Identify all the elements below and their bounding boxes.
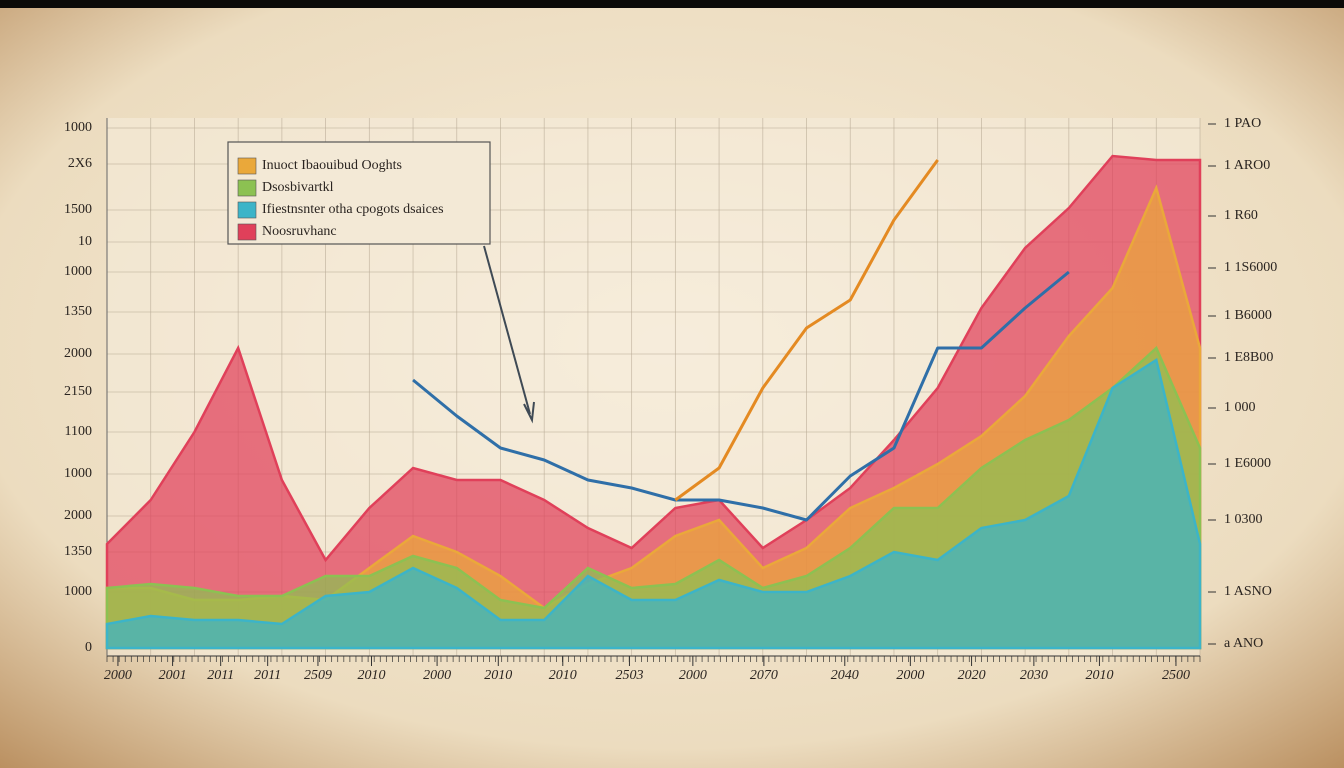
x-tick-label: 2010 — [549, 668, 577, 683]
line — [674, 159, 939, 502]
x-tick-label: 2000 — [104, 668, 132, 683]
x-tick-label: 2011 — [254, 668, 281, 683]
y2-tick-label: 1 B6000 — [1224, 308, 1272, 323]
x-tick-label: 2020 — [958, 668, 986, 683]
x-tick-label: 2011 — [207, 668, 234, 683]
y-tick-label: 2X6 — [68, 156, 92, 171]
legend-label: Inuoct Ibaouibud Ooghts — [262, 158, 402, 173]
x-tick-label: 2000 — [423, 668, 451, 683]
x-tick-label: 2070 — [750, 668, 778, 683]
legend: Inuoct Ibaouibud Ooghts Dsosbivartkl Ifies… — [227, 141, 491, 245]
legend-swatch — [237, 157, 257, 175]
y2-tick-label: 1 R60 — [1224, 208, 1258, 223]
x-tick-label: 2010 — [358, 668, 386, 683]
y2-tick-label: 1 1S6000 — [1224, 260, 1277, 275]
y-tick-label: 1100 — [65, 424, 92, 439]
legend-box — [227, 141, 491, 245]
legend-label: Dsosbivartkl — [262, 180, 334, 195]
y-tick-label: 2000 — [64, 508, 92, 523]
y2-tick-label: 1 000 — [1224, 400, 1256, 415]
y2-tick-label: 1 ARO0 — [1224, 158, 1270, 173]
y-tick-label: 0 — [85, 640, 92, 655]
y-tick-label: 1350 — [64, 544, 92, 559]
y-tick-label: 2150 — [64, 384, 92, 399]
line — [412, 270, 1070, 522]
y-tick-label: 1000 — [64, 264, 92, 279]
y-tick-label: 1000 — [64, 466, 92, 481]
legend-swatch — [237, 179, 257, 197]
y-tick-label: 1500 — [64, 202, 92, 217]
y2-tick-label: 1 E8B00 — [1224, 350, 1273, 365]
x-tick-label: 2509 — [304, 668, 332, 683]
x-tick-label: 2030 — [1020, 668, 1048, 683]
area — [105, 357, 1202, 650]
x-tick-label: 2040 — [831, 668, 859, 683]
legend-label: Noosruvhanc — [262, 224, 337, 239]
y2-tick-label: 1 ASNO — [1224, 584, 1272, 599]
y-tick-label: 10 — [78, 234, 92, 249]
x-tick-label: 2010 — [1085, 668, 1113, 683]
y2-tick-label: 1 E6000 — [1224, 456, 1271, 471]
y-tick-label: 2000 — [64, 346, 92, 361]
x-tick-label: 2000 — [679, 668, 707, 683]
y2-tick-label: 1 PAO — [1224, 116, 1261, 131]
x-tick-label: 2503 — [615, 668, 643, 683]
top-bar — [0, 0, 1344, 8]
legend-swatch — [237, 201, 257, 219]
arrow — [483, 245, 535, 424]
x-tick-label: 2010 — [484, 668, 512, 683]
y2-tick-label: a ANO — [1224, 636, 1263, 651]
legend-label: Ifiestnsnter otha cpogots dsaices — [262, 202, 444, 217]
y-tick-label: 1000 — [64, 584, 92, 599]
x-tick-label: 2000 — [896, 668, 924, 683]
x-tick-label: 2001 — [159, 668, 187, 683]
y-tick-label: 1350 — [64, 304, 92, 319]
legend-swatch — [237, 223, 257, 241]
x-tick-label: 2500 — [1162, 668, 1190, 683]
y2-tick-label: 1 0300 — [1224, 512, 1263, 527]
y-tick-label: 1000 — [64, 120, 92, 135]
